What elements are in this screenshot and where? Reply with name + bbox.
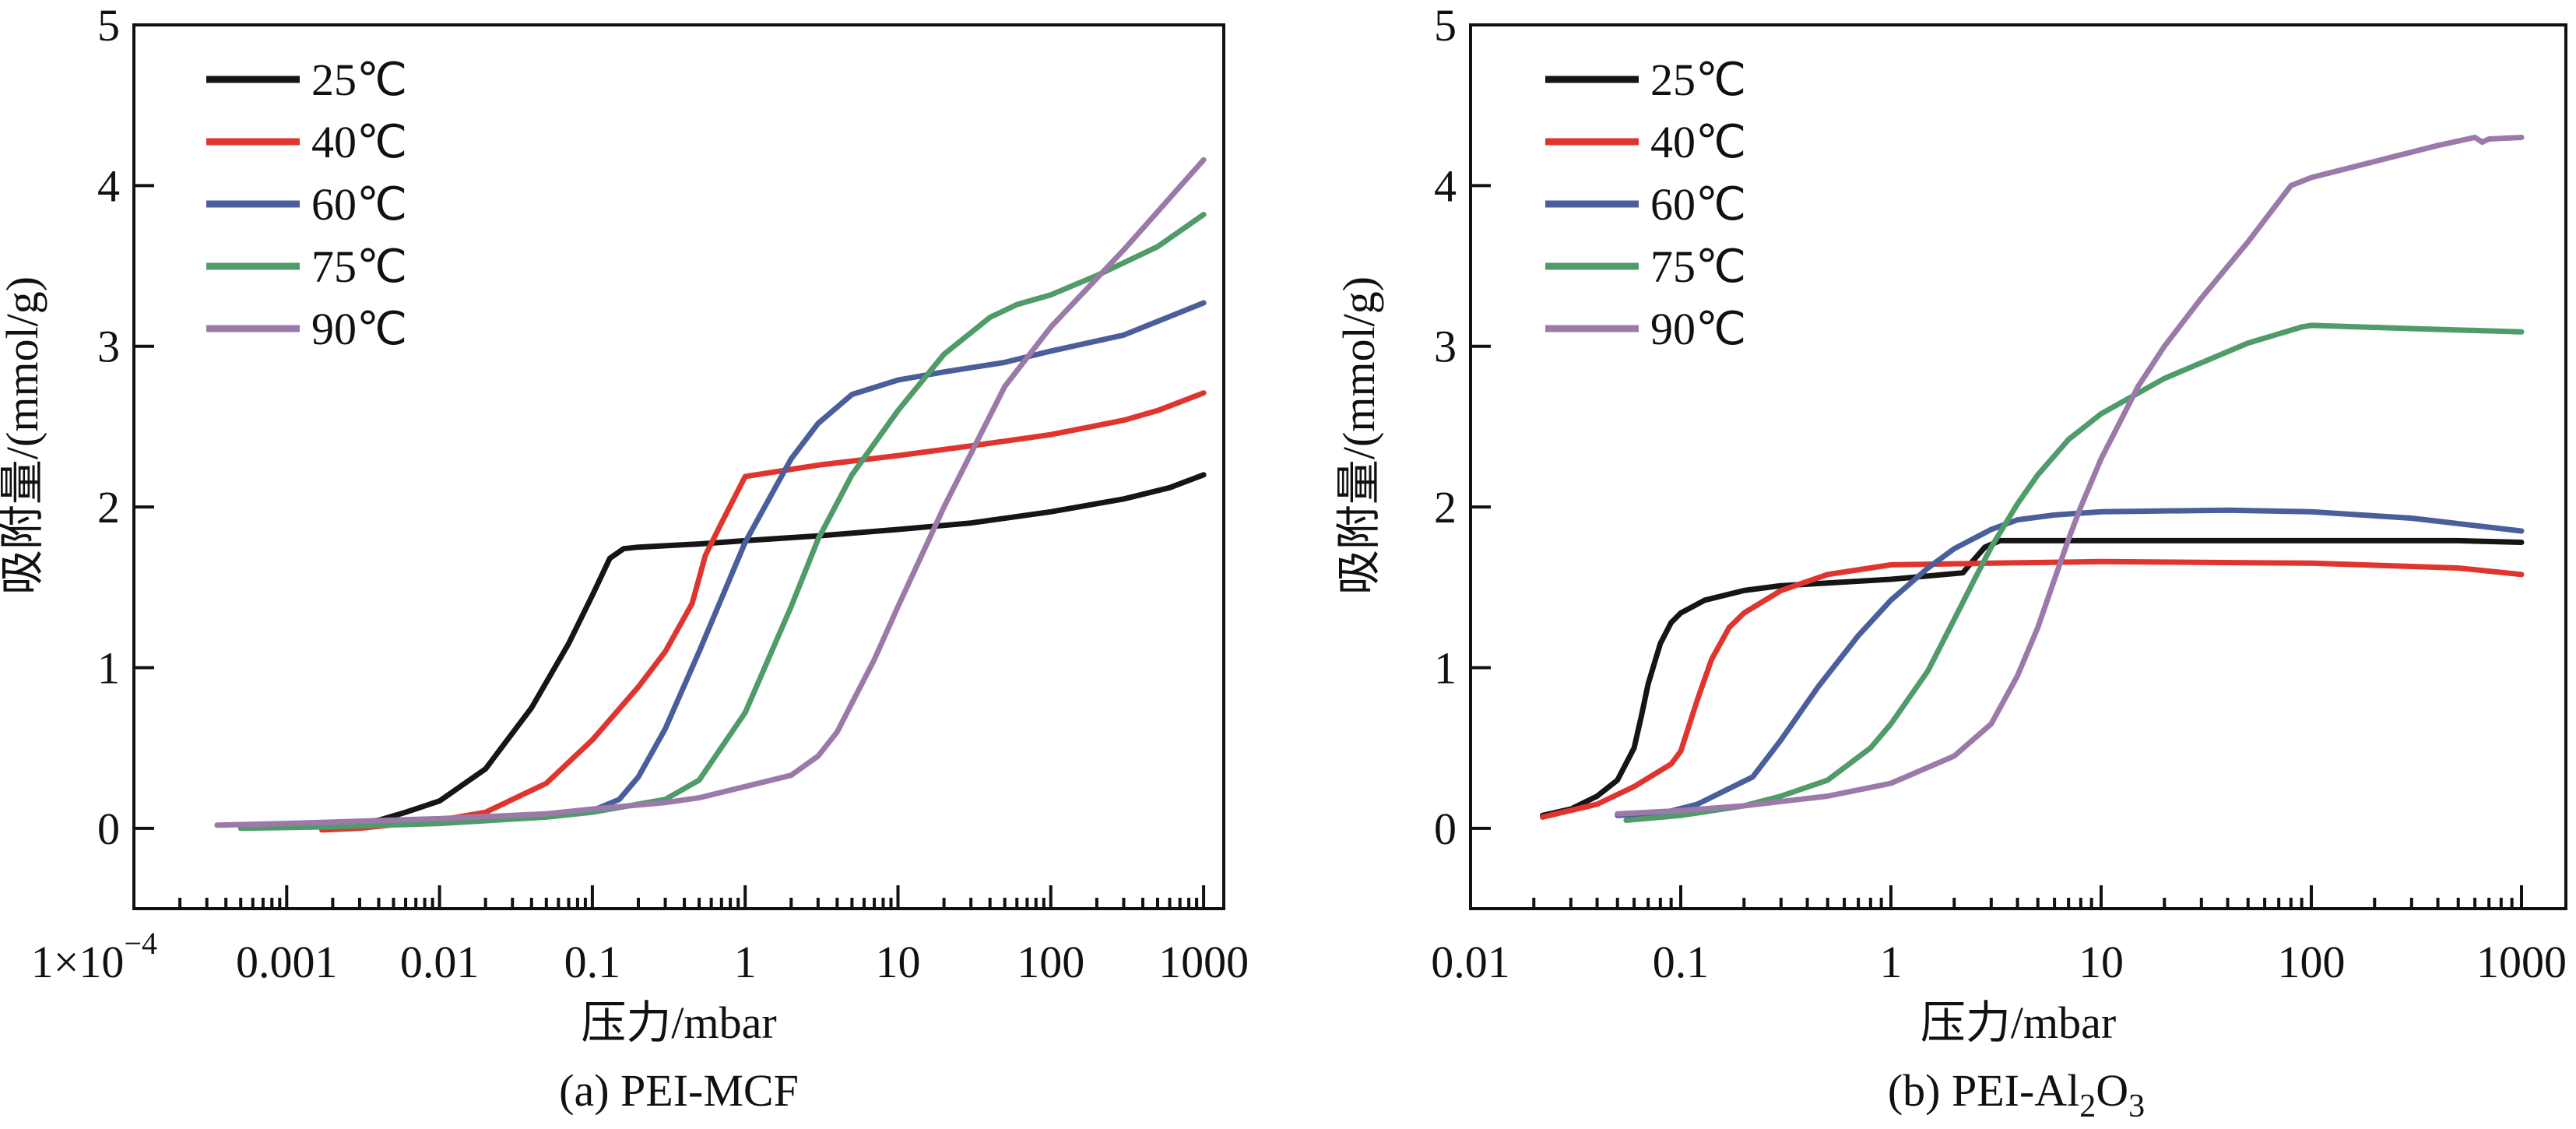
series-line-75c	[1623, 322, 2525, 823]
legend-label: 40℃	[1650, 117, 1746, 167]
x-tick-label-exponent: −4	[124, 926, 157, 961]
series-line-40c	[319, 390, 1207, 833]
y-tick-label: 5	[1434, 0, 1457, 51]
legend-label: 75℃	[1650, 241, 1746, 292]
panel-caption: (a) PEI-MCF	[559, 1065, 799, 1116]
legend-label: 90℃	[1650, 304, 1746, 354]
y-tick-label: 2	[1434, 482, 1457, 533]
y-tick-label: 0	[1434, 804, 1457, 854]
x-tick-label: 100	[2278, 937, 2346, 987]
legend-label: 25℃	[311, 55, 407, 105]
legend: 25℃ 40℃ 60℃ 75℃ 90℃	[1545, 55, 1746, 354]
y-tick-label: 1	[97, 642, 120, 693]
series-line-25c	[311, 472, 1207, 827]
y-tick-label: 4	[97, 160, 120, 211]
caption-part: 2	[2079, 1089, 2096, 1124]
legend-label: 25℃	[1650, 55, 1746, 105]
x-tick-label-base: 1×10	[31, 937, 125, 987]
series-line-60c	[1615, 507, 2525, 818]
x-tick-label: 1	[734, 937, 757, 987]
x-axis-title: 压力/mbar	[581, 997, 776, 1048]
series-line-90c	[214, 157, 1207, 828]
caption-part: O	[2096, 1065, 2128, 1116]
y-tick-label: 5	[97, 0, 120, 51]
panel-caption: (b) PEI-Al2O3	[1888, 1065, 2145, 1124]
series-line-75c	[237, 212, 1207, 832]
legend-label: 75℃	[311, 241, 407, 292]
y-tick-label: 2	[97, 482, 120, 533]
caption-part: 3	[2128, 1089, 2145, 1124]
y-tick-label: 1	[1434, 642, 1457, 693]
series-line-25c	[1540, 537, 2525, 818]
x-tick-label: 1	[1880, 937, 1903, 987]
y-tick-label: 3	[97, 322, 120, 372]
caption-part: (b) PEI-Al	[1888, 1065, 2079, 1116]
series-line-90c	[1615, 135, 2525, 817]
x-tick-label: 0.01	[1431, 937, 1510, 987]
panel-a-pei-mcf: 0 1 2 3 4 5 1×10−4 0.001 0.01 0.1 1 10 100 1000 压力/mba…	[0, 0, 1249, 1116]
legend: 25℃ 40℃ 60℃ 75℃ 90℃	[206, 55, 407, 354]
x-axis-title: 压力/mbar	[1921, 997, 2116, 1048]
x-tick-label: 1000	[1158, 937, 1249, 987]
x-tick-label: 1×10−4	[31, 926, 157, 987]
legend-label: 40℃	[311, 117, 407, 167]
x-tick-label: 10	[876, 937, 921, 987]
x-tick-label: 0.1	[564, 937, 621, 987]
plot-frame	[132, 23, 1225, 910]
y-tick-label: 4	[1434, 160, 1457, 211]
plot-frame	[1469, 23, 2567, 910]
legend-label: 60℃	[1650, 179, 1746, 230]
series-line-40c	[1540, 558, 2525, 820]
y-axis-title: 吸附量/(mmol/g)	[0, 276, 47, 595]
x-tick-label: 0.01	[400, 937, 480, 987]
x-tick-label: 0.001	[236, 937, 338, 987]
legend-label: 90℃	[311, 304, 407, 354]
x-tick-label: 0.1	[1653, 937, 1710, 987]
x-tick-label: 100	[1017, 937, 1084, 987]
y-axis-title: 吸附量/(mmol/g)	[1334, 276, 1384, 595]
x-tick-label: 10	[2079, 937, 2124, 987]
y-tick-label: 0	[97, 804, 120, 854]
legend-label: 60℃	[311, 179, 407, 230]
x-tick-label: 1000	[2476, 937, 2567, 987]
y-tick-label: 3	[1434, 322, 1457, 372]
